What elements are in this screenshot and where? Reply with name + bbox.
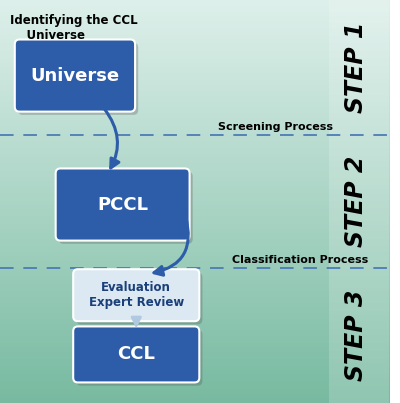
FancyBboxPatch shape — [59, 172, 193, 244]
Text: STEP 2: STEP 2 — [344, 156, 368, 247]
FancyBboxPatch shape — [73, 269, 199, 321]
Text: CCL: CCL — [117, 345, 155, 364]
Text: Screening Process: Screening Process — [218, 122, 333, 132]
Text: Identifying the CCL
    Universe: Identifying the CCL Universe — [10, 14, 137, 42]
Text: Evaluation
Expert Review: Evaluation Expert Review — [89, 281, 184, 309]
FancyBboxPatch shape — [76, 330, 202, 386]
Text: STEP 1: STEP 1 — [344, 22, 368, 113]
Text: STEP 3: STEP 3 — [344, 290, 368, 381]
FancyBboxPatch shape — [329, 0, 389, 403]
Text: Classification Process: Classification Process — [232, 255, 368, 265]
FancyBboxPatch shape — [15, 39, 135, 112]
FancyBboxPatch shape — [76, 272, 202, 324]
FancyBboxPatch shape — [56, 168, 190, 241]
FancyBboxPatch shape — [73, 326, 199, 382]
Text: PCCL: PCCL — [97, 195, 148, 214]
Text: Universe: Universe — [30, 66, 120, 85]
FancyBboxPatch shape — [18, 43, 138, 115]
